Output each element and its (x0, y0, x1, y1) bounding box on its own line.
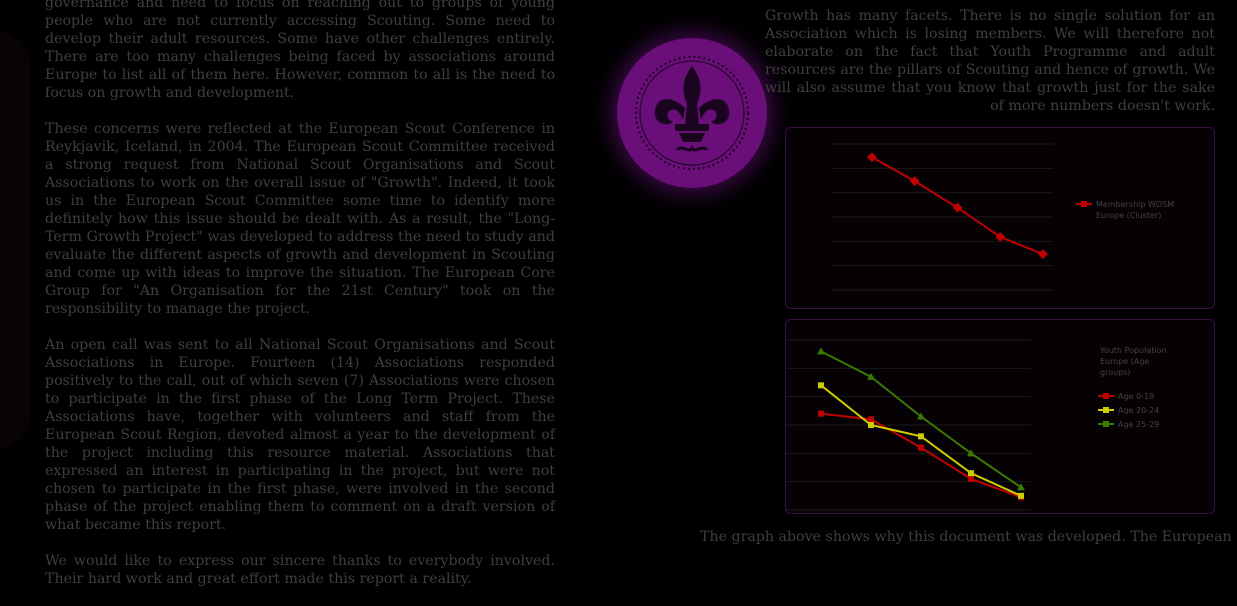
data-point (1018, 492, 1024, 499)
intro-text: Growth has many facets. There is no sing… (720, 7, 1215, 115)
legend-marker (1081, 201, 1087, 207)
chart-title: Europe (Age (1100, 357, 1149, 366)
chart-title: Youth Population (1099, 346, 1167, 355)
data-point (1017, 483, 1025, 491)
bottom-text: The graph above shows why this document … (700, 529, 1232, 545)
data-point (818, 382, 824, 389)
data-point (952, 202, 963, 213)
intro-paragraph: Growth has many facets. There is no sing… (765, 8, 1215, 114)
membership-chart-svg: Membership WOSM Europe (Cluster) (832, 143, 1174, 291)
legend-marker (1103, 393, 1109, 399)
data-point (817, 347, 825, 355)
data-point (918, 433, 924, 440)
data-point (968, 470, 974, 477)
legend-label: Age 25-29 (1118, 420, 1159, 429)
paragraph: We would like to express our sincere tha… (45, 553, 555, 587)
data-point (968, 475, 974, 482)
data-point (1038, 249, 1048, 260)
data-point (918, 444, 924, 451)
data-point (818, 410, 824, 417)
paragraph: An open call was sent to all National Sc… (45, 337, 555, 533)
legend-label: Age 20-24 (1118, 406, 1159, 415)
scout-emblem (617, 38, 767, 188)
data-point (868, 416, 874, 423)
data-point (909, 176, 920, 187)
data-point (995, 231, 1006, 242)
chart-title: groups) (1100, 368, 1131, 377)
data-point (917, 412, 925, 420)
data-point (867, 152, 877, 163)
paragraph: These concerns were reflected at the Eur… (45, 121, 555, 317)
fleur-de-lis-icon (635, 56, 749, 170)
data-point (868, 422, 874, 428)
membership-chart: Membership WOSM Europe (Cluster) (785, 127, 1215, 309)
background-decoration (0, 30, 30, 450)
youth-population-chart: Age 0-19 Age 20-24 Age 25-29 Youth Populati… (785, 319, 1215, 514)
legend-label: Membership WOSM (1096, 200, 1174, 209)
data-point (867, 372, 875, 380)
legend-marker (1103, 421, 1109, 427)
paragraph: governance and need to focus on reaching… (45, 0, 555, 101)
legend-label: Age 0-19 (1118, 392, 1154, 401)
series-line (820, 384, 1022, 497)
legend-marker (1103, 407, 1109, 413)
data-point (967, 449, 975, 457)
youth-population-chart-svg: Age 0-19 Age 20-24 Age 25-29 Youth Populati… (786, 339, 1167, 511)
left-text-column: governance and need to focus on reaching… (45, 0, 555, 606)
legend-label: Europe (Cluster) (1096, 211, 1161, 220)
series-line (820, 412, 1022, 499)
